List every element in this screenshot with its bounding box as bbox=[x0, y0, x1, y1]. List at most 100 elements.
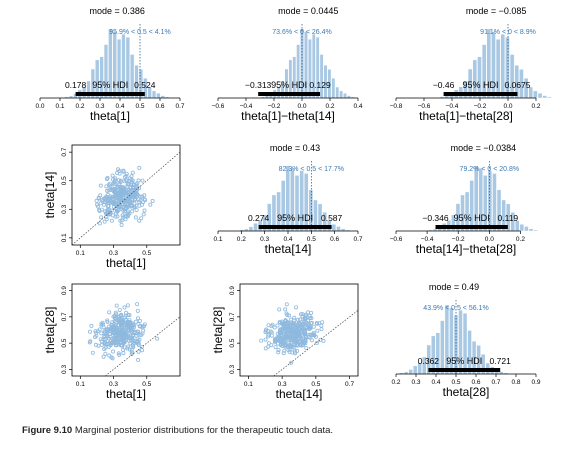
y-axis-label: theta[28] bbox=[43, 307, 57, 354]
y-axis-label: theta[28] bbox=[211, 307, 225, 354]
x-tick-label: −0.4 bbox=[421, 236, 434, 243]
x-tick-label: −0.4 bbox=[446, 103, 459, 110]
scatter-point bbox=[301, 340, 306, 345]
y-tick-label: 0.3 bbox=[61, 204, 68, 213]
x-axis-label: theta[1]−theta[14] bbox=[241, 109, 335, 123]
x-tick-label: 0.7 bbox=[345, 381, 354, 388]
scatter-point bbox=[133, 319, 138, 324]
scatter-point bbox=[299, 325, 304, 330]
scatter-point bbox=[142, 324, 147, 329]
scatter-point bbox=[288, 347, 293, 352]
scatter-point bbox=[277, 335, 282, 340]
x-tick-label: 0.7 bbox=[353, 236, 362, 243]
scatter-point bbox=[122, 305, 127, 310]
scatter-point bbox=[133, 215, 138, 220]
scatter-point bbox=[96, 343, 101, 348]
scatter-point bbox=[122, 345, 127, 350]
scatter-point bbox=[107, 212, 112, 217]
scatter-point bbox=[141, 212, 146, 217]
scatter-point bbox=[279, 330, 284, 335]
histogram-bar bbox=[339, 90, 343, 99]
scatter-point bbox=[134, 207, 139, 212]
scatter-point bbox=[118, 218, 123, 223]
x-axis-label: theta[1] bbox=[90, 109, 130, 123]
scatter-point bbox=[95, 202, 100, 207]
histogram-bar bbox=[528, 228, 534, 232]
scatter-point bbox=[99, 215, 104, 220]
scatter-point bbox=[309, 320, 314, 325]
x-axis-label: theta[14] bbox=[265, 242, 312, 256]
scatter-point bbox=[121, 202, 126, 207]
histogram-bar bbox=[343, 93, 347, 99]
mode-label: mode = 0.0445 bbox=[278, 6, 338, 16]
scatter-point bbox=[129, 352, 134, 357]
scatter-point bbox=[297, 340, 302, 345]
histogram-bar bbox=[151, 90, 157, 99]
scatter-point bbox=[265, 328, 270, 333]
scatter-point bbox=[114, 343, 119, 348]
scatter-point bbox=[110, 173, 115, 178]
scatter-point bbox=[127, 211, 132, 216]
x-tick-label: 0.5 bbox=[135, 103, 144, 110]
scatter-point bbox=[295, 348, 300, 353]
hdi-lower-label: 0.178 bbox=[65, 80, 87, 90]
scatter-point bbox=[124, 171, 129, 176]
scatter-point bbox=[114, 182, 119, 187]
histogram-bar bbox=[477, 56, 482, 99]
x-tick-label: 0.7 bbox=[175, 103, 184, 110]
scatter-point bbox=[102, 341, 107, 346]
x-tick-label: −0.2 bbox=[268, 103, 281, 110]
y-axis-label: theta[14] bbox=[43, 172, 57, 219]
scatter-point bbox=[121, 351, 126, 356]
y-tick-label: 0.7 bbox=[61, 312, 68, 321]
scatter-point bbox=[111, 338, 116, 343]
scatter-point bbox=[107, 181, 112, 186]
scatter-point bbox=[120, 324, 125, 329]
y-tick-label: 0.1 bbox=[61, 233, 68, 242]
scatter-point bbox=[101, 354, 106, 359]
scatter-point bbox=[129, 335, 134, 340]
scatter-point bbox=[135, 302, 140, 307]
scatter-point bbox=[141, 200, 146, 205]
mode-label: mode = 0.43 bbox=[270, 143, 320, 153]
scatter-point bbox=[97, 208, 102, 213]
scatter-point bbox=[121, 340, 126, 345]
y-tick-label: 0.5 bbox=[61, 338, 68, 347]
scatter-point bbox=[269, 333, 274, 338]
hdi-upper-label: 0.119 bbox=[498, 213, 519, 223]
scatter-point bbox=[288, 345, 293, 350]
x-tick-label: 0.0 bbox=[297, 103, 306, 110]
y-tick-label: 0.9 bbox=[61, 286, 68, 295]
scatter-point bbox=[96, 195, 101, 200]
comparison-label: 82.3% < 0.5 < 17.7% bbox=[279, 166, 344, 173]
scatter-point bbox=[304, 320, 309, 325]
scatter-point bbox=[140, 348, 145, 353]
scatter-point bbox=[303, 332, 308, 337]
scatter-point bbox=[93, 329, 98, 334]
histogram-bar bbox=[467, 330, 472, 375]
scatter-point bbox=[283, 319, 288, 324]
scatter-point bbox=[89, 323, 94, 328]
scatter-point bbox=[275, 331, 280, 336]
comparison-label: 91.1% < 0 < 8.9% bbox=[480, 29, 536, 36]
scatter-point bbox=[113, 186, 118, 191]
x-tick-label: 0.3 bbox=[95, 103, 104, 110]
plot-frame bbox=[71, 283, 181, 377]
scatter-point bbox=[98, 183, 103, 188]
scatter-point bbox=[105, 188, 110, 193]
scatter-point bbox=[134, 194, 139, 199]
panel-2: 95% HDI−0.313 0.129 mode = 0.0445 73.6% < 0… bbox=[212, 6, 363, 123]
mode-label: mode = −0.085 bbox=[466, 6, 527, 16]
scatter-point bbox=[284, 302, 289, 307]
scatter-point bbox=[150, 198, 155, 203]
scatter-point bbox=[300, 312, 305, 317]
panel-3: 95% HDI −0.46 0.0675 mode = −0.085 91.1% < 0… bbox=[390, 6, 552, 123]
scatter-point bbox=[87, 329, 92, 334]
scatter-point bbox=[274, 336, 279, 341]
scatter-point bbox=[125, 184, 130, 189]
scatter-point bbox=[125, 303, 130, 308]
x-tick-label: −0.4 bbox=[240, 103, 253, 110]
scatter-point bbox=[105, 177, 110, 182]
scatter-point bbox=[129, 177, 134, 182]
scatter-point bbox=[308, 316, 313, 321]
